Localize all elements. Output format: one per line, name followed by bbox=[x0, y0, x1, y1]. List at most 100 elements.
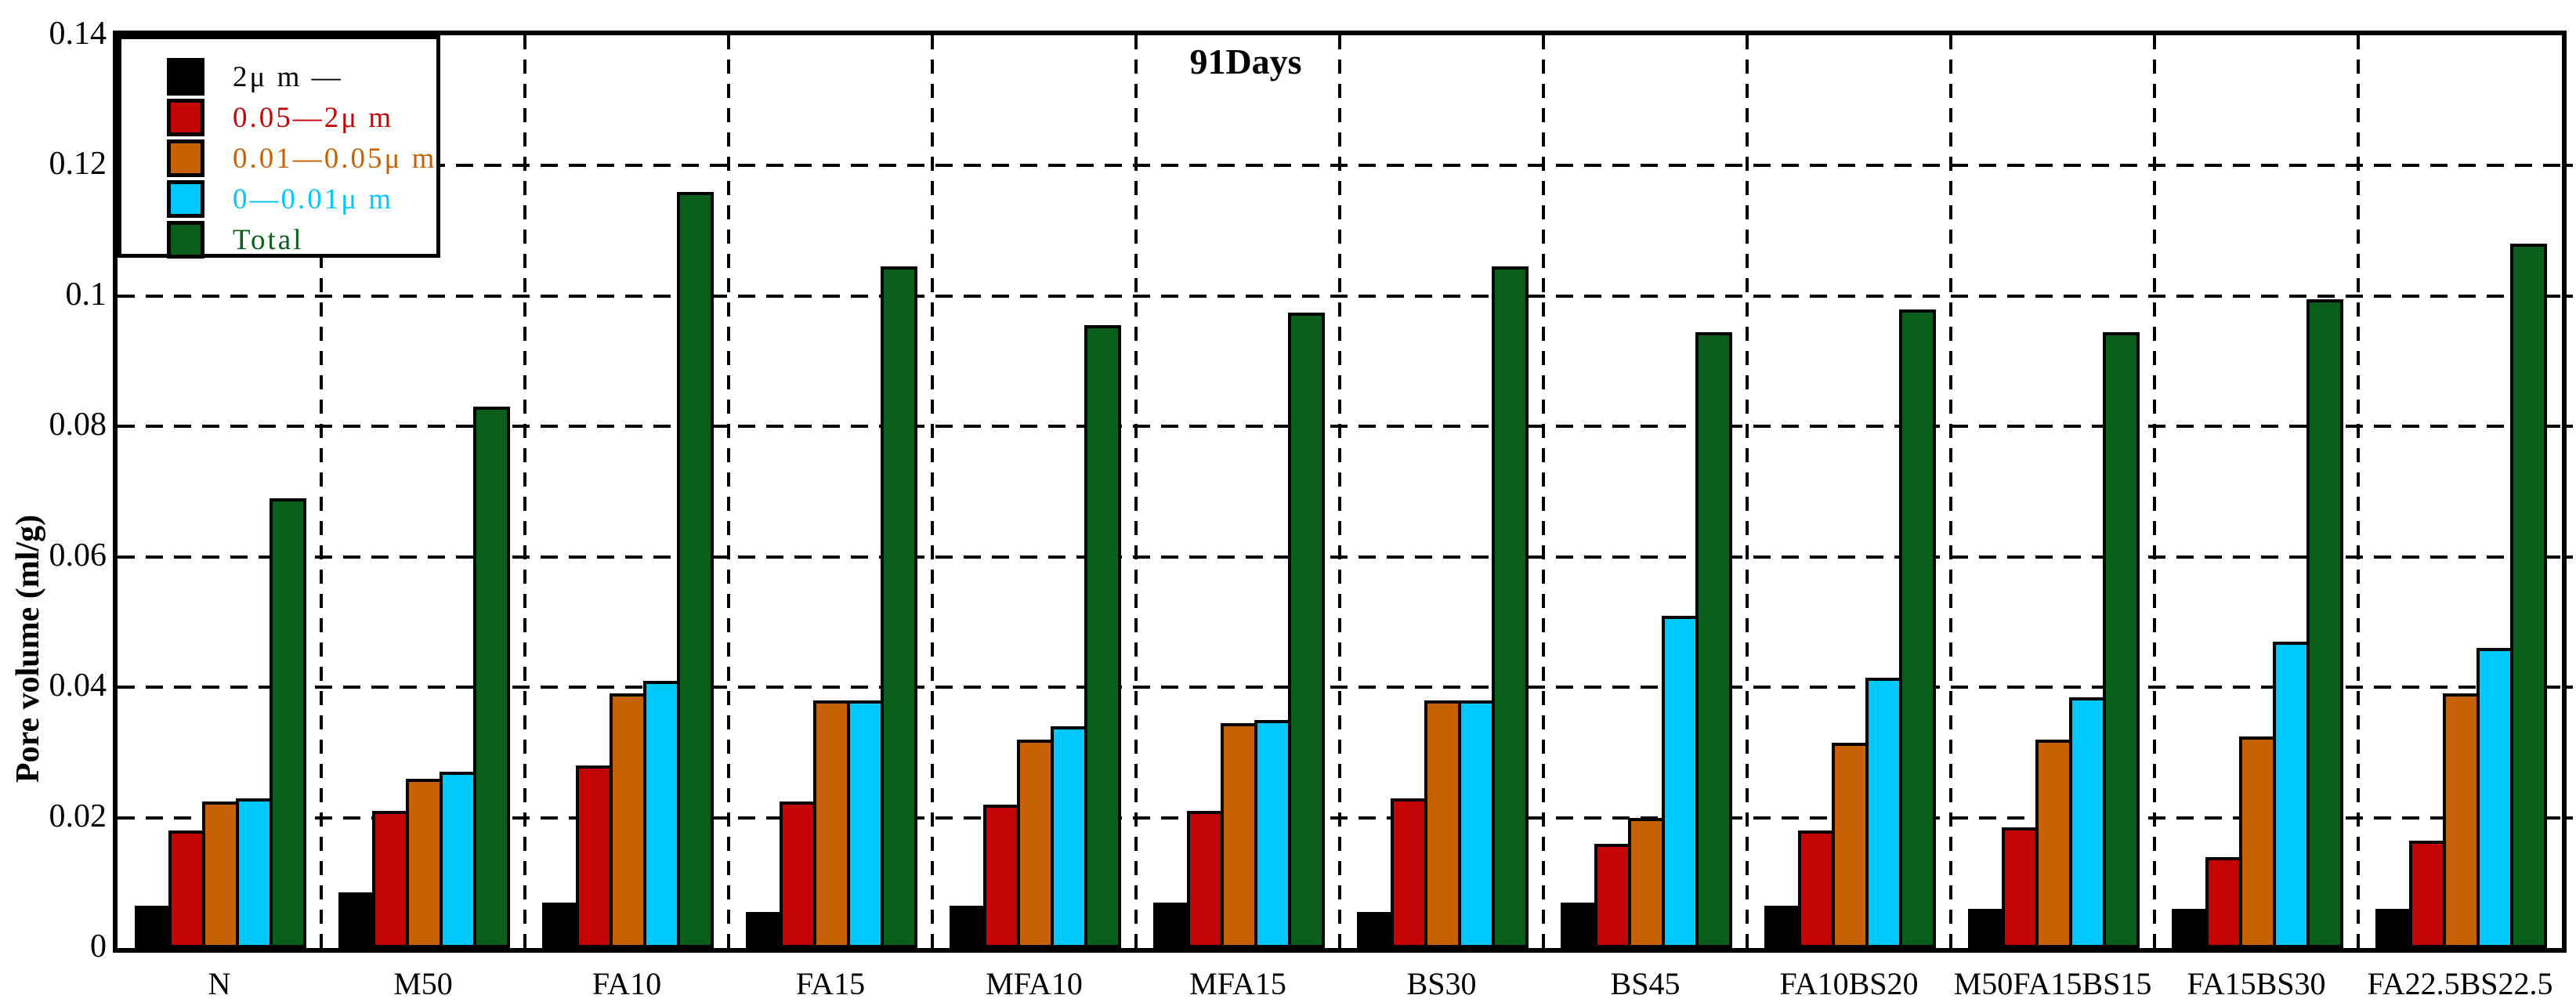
bar-MFA15-series0 bbox=[1153, 902, 1190, 948]
right-axis-tick bbox=[2562, 555, 2573, 559]
legend-label: 0—0.01μ m bbox=[233, 183, 394, 215]
y-tick-label: 0 bbox=[90, 928, 107, 964]
category-separator bbox=[1949, 35, 1952, 948]
plot-area-border bbox=[113, 31, 2567, 953]
bar-FA15BS30-series3 bbox=[2273, 641, 2310, 948]
category-separator bbox=[1542, 35, 1545, 948]
legend-swatch-icon bbox=[167, 180, 204, 218]
category-separator bbox=[320, 35, 323, 948]
bar-BS45-series4 bbox=[1695, 331, 1732, 948]
bar-FA22.5BS22.5-series4 bbox=[2510, 244, 2547, 948]
bar-BS30-series3 bbox=[1458, 700, 1495, 948]
right-axis-tick bbox=[2562, 816, 2573, 820]
legend-label: 0.01—0.05μ m bbox=[233, 142, 437, 175]
bar-BS30-series1 bbox=[1391, 798, 1427, 948]
bar-FA22.5BS22.5-series3 bbox=[2477, 648, 2513, 948]
bar-FA15-series4 bbox=[881, 266, 917, 948]
x-category-label: FA10 bbox=[592, 966, 662, 1001]
legend-swatch-icon bbox=[167, 99, 204, 136]
right-axis-tick bbox=[2562, 686, 2573, 689]
category-separator bbox=[1746, 35, 1749, 948]
bar-M50-series3 bbox=[440, 772, 476, 948]
bar-MFA10-series4 bbox=[1084, 325, 1121, 948]
bar-BS45-series0 bbox=[1561, 902, 1597, 948]
bar-FA10BS20-series0 bbox=[1764, 905, 1801, 948]
legend-item: 2μ m — bbox=[121, 56, 436, 97]
bar-N-series2 bbox=[202, 801, 239, 948]
x-category-label: FA15BS30 bbox=[2187, 966, 2326, 1001]
bar-FA10-series0 bbox=[542, 902, 579, 948]
bar-FA10-series1 bbox=[576, 765, 613, 948]
category-separator bbox=[2357, 35, 2360, 948]
bar-MFA10-series0 bbox=[950, 905, 986, 948]
bar-MFA15-series1 bbox=[1187, 811, 1224, 948]
category-separator bbox=[1338, 35, 1341, 948]
legend-item: 0.05—2μ m bbox=[121, 97, 436, 138]
bar-MFA15-series2 bbox=[1221, 722, 1257, 948]
bar-M50FA15BS15-series3 bbox=[2069, 697, 2106, 948]
category-separator bbox=[931, 35, 934, 948]
bar-FA15BS30-series2 bbox=[2239, 736, 2276, 948]
bar-MFA10-series2 bbox=[1017, 739, 1054, 948]
bar-N-series1 bbox=[168, 830, 205, 948]
y-tick-label: 0.04 bbox=[49, 668, 107, 704]
bar-MFA15-series4 bbox=[1288, 312, 1325, 948]
legend-item: 0.01—0.05μ m bbox=[121, 138, 436, 179]
bar-N-series4 bbox=[270, 498, 306, 948]
bar-FA15-series2 bbox=[813, 700, 850, 948]
legend-label: Total bbox=[233, 223, 304, 256]
right-axis-tick bbox=[2562, 164, 2573, 168]
category-separator bbox=[727, 35, 730, 948]
x-category-label: BS45 bbox=[1610, 966, 1681, 1001]
legend-label: 0.05—2μ m bbox=[233, 101, 394, 134]
y-tick-label: 0.02 bbox=[49, 798, 107, 834]
x-category-label: FA15 bbox=[795, 966, 866, 1001]
y-tick-label: 0.08 bbox=[49, 407, 107, 443]
bar-FA15BS30-series1 bbox=[2205, 856, 2242, 948]
x-category-label: MFA10 bbox=[986, 966, 1083, 1001]
bar-M50FA15BS15-series0 bbox=[1968, 909, 2005, 948]
legend-label: 2μ m — bbox=[233, 60, 343, 93]
bar-MFA10-series1 bbox=[983, 804, 1020, 948]
bar-BS45-series2 bbox=[1628, 817, 1665, 948]
bar-N-series3 bbox=[236, 798, 273, 948]
bar-FA10-series2 bbox=[610, 693, 646, 948]
x-category-label: M50FA15BS15 bbox=[1953, 966, 2152, 1001]
x-category-label: MFA15 bbox=[1189, 966, 1286, 1001]
y-tick-label: 0.06 bbox=[49, 537, 107, 574]
bar-FA10-series4 bbox=[677, 191, 714, 948]
bar-BS30-series4 bbox=[1492, 266, 1529, 948]
y-tick-label: 0.1 bbox=[65, 276, 107, 313]
bar-FA10BS20-series2 bbox=[1832, 742, 1869, 948]
category-separator bbox=[523, 35, 526, 948]
bar-MFA10-series3 bbox=[1051, 726, 1087, 948]
bar-FA10BS20-series4 bbox=[1899, 309, 1936, 948]
bar-M50-series0 bbox=[338, 892, 375, 948]
bar-M50FA15BS15-series4 bbox=[2103, 331, 2140, 948]
x-category-label: M50 bbox=[393, 966, 453, 1001]
bar-M50FA15BS15-series2 bbox=[2035, 739, 2072, 948]
bar-FA22.5BS22.5-series0 bbox=[2375, 909, 2412, 948]
x-category-label: FA22.5BS22.5 bbox=[2367, 966, 2553, 1001]
legend-swatch-icon bbox=[167, 221, 204, 259]
bar-FA15BS30-series4 bbox=[2306, 299, 2343, 948]
legend-swatch-icon bbox=[167, 58, 204, 96]
bar-FA15-series1 bbox=[780, 801, 816, 948]
y-tick-label: 0.12 bbox=[49, 146, 107, 183]
bar-FA15-series0 bbox=[746, 912, 783, 948]
x-category-label: N bbox=[208, 966, 231, 1001]
chart-title: 91Days bbox=[1189, 42, 1302, 81]
bar-FA15-series3 bbox=[847, 700, 884, 948]
x-category-label: FA10BS20 bbox=[1779, 966, 1919, 1001]
bar-FA10-series3 bbox=[643, 680, 680, 948]
right-axis-tick bbox=[2562, 425, 2573, 429]
category-separator bbox=[1134, 35, 1138, 948]
bar-M50-series2 bbox=[406, 778, 443, 948]
bar-FA10BS20-series3 bbox=[1865, 677, 1902, 948]
bar-BS45-series1 bbox=[1594, 843, 1631, 948]
legend-box: 2μ m — 0.05—2μ m 0.01—0.05μ m 0—0.01μ m Tota… bbox=[118, 35, 440, 259]
category-separator bbox=[2153, 35, 2156, 948]
bar-FA22.5BS22.5-series2 bbox=[2443, 693, 2480, 948]
bar-FA22.5BS22.5-series1 bbox=[2409, 840, 2446, 948]
